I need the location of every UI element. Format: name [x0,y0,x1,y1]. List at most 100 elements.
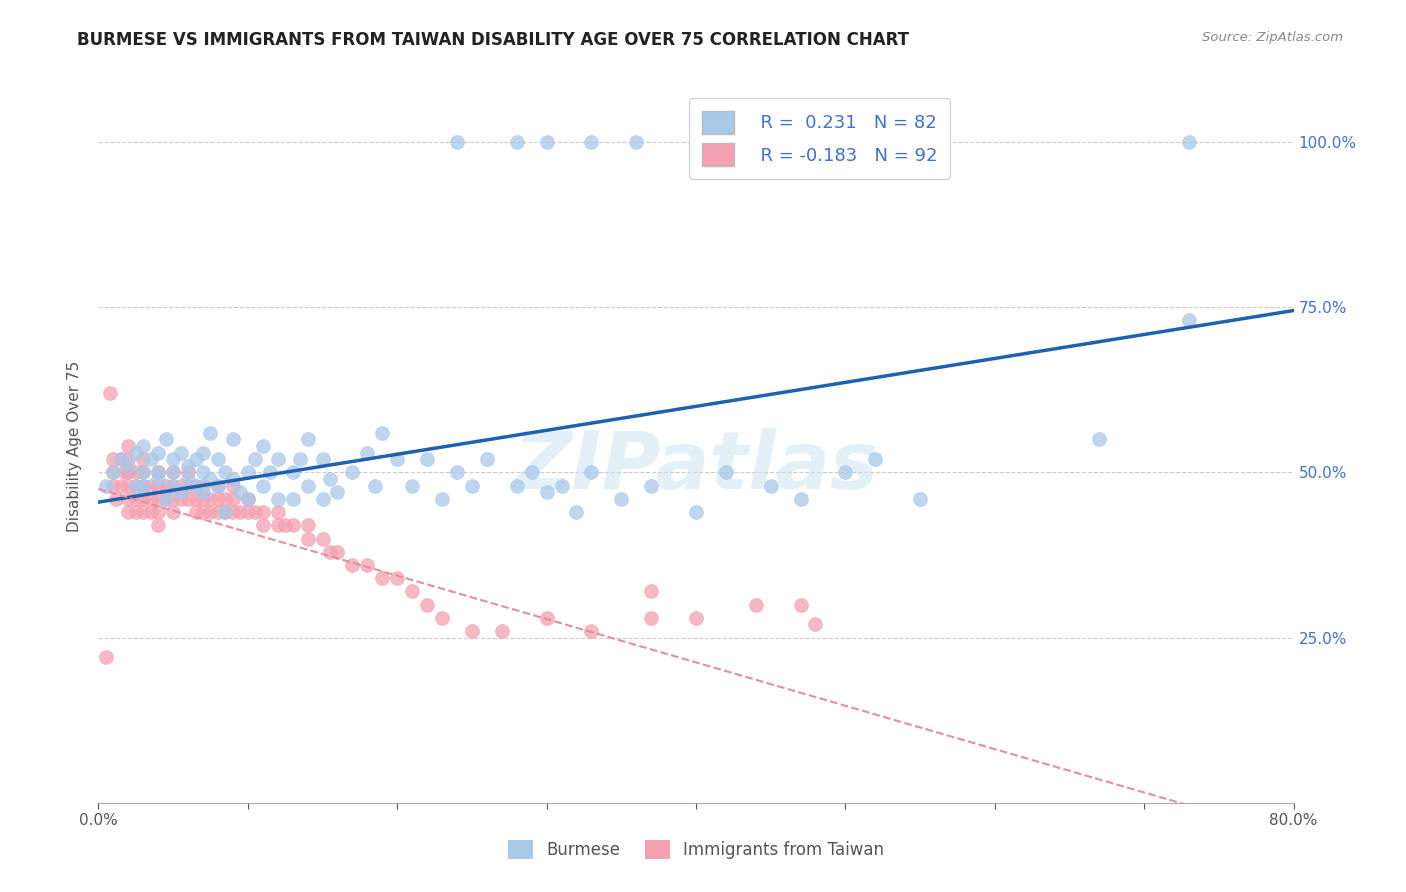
Burmese [252,439,274,453]
Burmese [297,433,319,447]
Immigrants from Taiwan [98,386,122,401]
Immigrants from Taiwan [148,505,170,519]
Immigrants from Taiwan [148,466,170,480]
Burmese [311,491,333,506]
Burmese [364,478,387,492]
Burmese [281,491,304,506]
Point [506,135,529,149]
Burmese [430,491,453,506]
Burmese [162,466,184,480]
Burmese [789,491,811,506]
Immigrants from Taiwan [207,478,229,492]
Burmese [132,466,155,480]
Burmese [222,433,245,447]
Immigrants from Taiwan [252,505,274,519]
Immigrants from Taiwan [200,505,222,519]
Immigrants from Taiwan [117,478,139,492]
Burmese [148,472,170,486]
Immigrants from Taiwan [117,439,139,453]
Immigrants from Taiwan [267,518,290,533]
Immigrants from Taiwan [401,584,423,599]
Burmese [200,425,222,440]
Burmese [184,452,207,467]
Immigrants from Taiwan [162,478,184,492]
Immigrants from Taiwan [103,478,125,492]
Burmese [759,478,782,492]
Immigrants from Taiwan [536,611,558,625]
Immigrants from Taiwan [214,505,236,519]
Immigrants from Taiwan [326,545,349,559]
Immigrants from Taiwan [214,491,236,506]
Burmese [342,466,364,480]
Burmese [125,478,148,492]
Burmese [200,472,222,486]
Burmese [1088,433,1111,447]
Immigrants from Taiwan [252,518,274,533]
Immigrants from Taiwan [267,505,290,519]
Burmese [169,485,191,500]
Burmese [640,478,662,492]
Immigrants from Taiwan [125,478,148,492]
Burmese [401,478,423,492]
Immigrants from Taiwan [685,611,707,625]
Burmese [148,445,170,459]
Immigrants from Taiwan [184,505,207,519]
Burmese [252,478,274,492]
Immigrants from Taiwan [177,491,200,506]
Burmese [506,478,529,492]
Burmese [297,478,319,492]
Immigrants from Taiwan [110,452,132,467]
Burmese [834,466,856,480]
Immigrants from Taiwan [236,491,259,506]
Immigrants from Taiwan [132,491,155,506]
Immigrants from Taiwan [229,505,252,519]
Burmese [288,452,311,467]
Burmese [191,445,214,459]
Burmese [311,452,333,467]
Immigrants from Taiwan [148,491,170,506]
Burmese [281,466,304,480]
Burmese [536,485,558,500]
Burmese [207,478,229,492]
Point [626,135,648,149]
Point [1178,135,1201,149]
Burmese [319,472,342,486]
Burmese [416,452,439,467]
Burmese [446,466,468,480]
Burmese [184,478,207,492]
Immigrants from Taiwan [125,491,148,506]
Burmese [371,425,394,440]
Immigrants from Taiwan [297,532,319,546]
Burmese [117,458,139,473]
Immigrants from Taiwan [114,466,136,480]
Burmese [520,466,543,480]
Immigrants from Taiwan [132,452,155,467]
Burmese [177,472,200,486]
Burmese [610,491,633,506]
Immigrants from Taiwan [207,491,229,506]
Burmese [581,466,603,480]
Immigrants from Taiwan [245,505,267,519]
Point [581,135,603,149]
Burmese [267,491,290,506]
Immigrants from Taiwan [110,478,132,492]
Immigrants from Taiwan [804,617,827,632]
Immigrants from Taiwan [281,518,304,533]
Burmese [229,485,252,500]
Immigrants from Taiwan [132,478,155,492]
Burmese [356,445,378,459]
Text: Source: ZipAtlas.com: Source: ZipAtlas.com [1202,31,1343,45]
Immigrants from Taiwan [191,491,214,506]
Burmese [94,478,117,492]
Immigrants from Taiwan [200,491,222,506]
Immigrants from Taiwan [789,598,811,612]
Immigrants from Taiwan [162,466,184,480]
Immigrants from Taiwan [177,478,200,492]
Burmese [1178,313,1201,327]
Burmese [169,445,191,459]
Immigrants from Taiwan [356,558,378,572]
Immigrants from Taiwan [191,505,214,519]
Point [834,135,856,149]
Burmese [207,452,229,467]
Burmese [148,466,170,480]
